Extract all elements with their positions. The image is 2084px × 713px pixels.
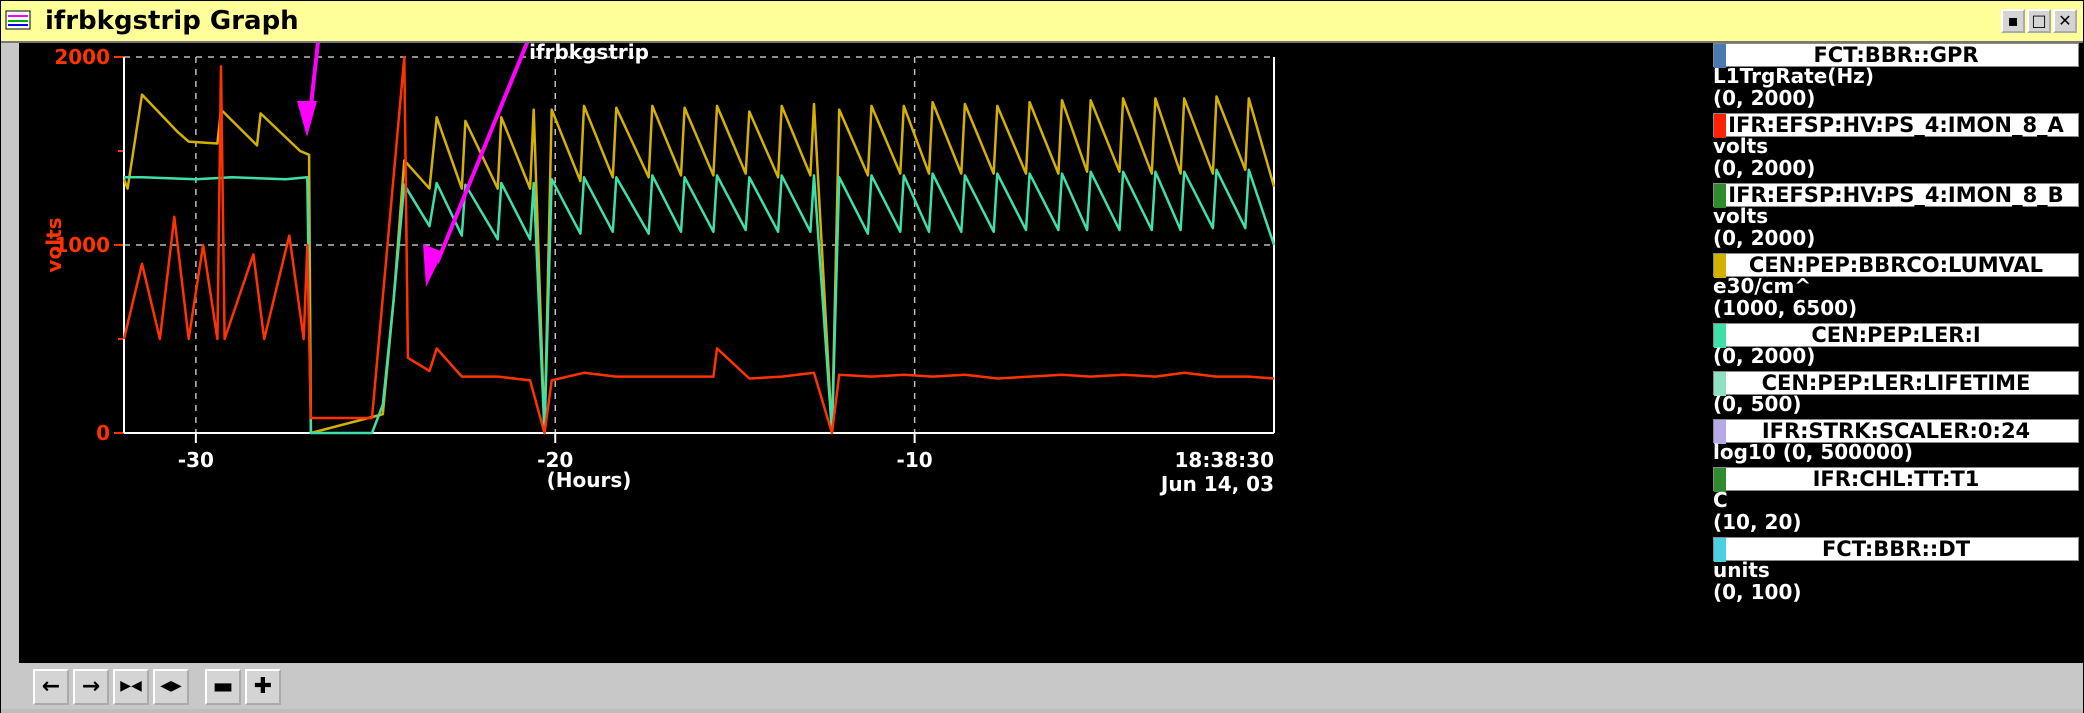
strip-chart-area[interactable]: 0 1000 2000 -30 -20 -10 ifrbkgstrip (Hours) volt…: [19, 43, 2083, 663]
toolbar: ← → ▶◀ ◀▶ ▬ ✚: [19, 665, 2083, 709]
annotation-arrow-2-shaft: [435, 43, 530, 264]
scroll-right-button[interactable]: →: [73, 669, 109, 705]
legend-range: (0, 2000): [1713, 86, 1816, 110]
legend-signal-name: IFR:STRK:SCALER:0:24: [1713, 419, 2079, 444]
chart-title: ifrbkgstrip: [529, 43, 649, 64]
legend-color-swatch: [1714, 44, 1726, 68]
legend-signal-name: IFR:EFSP:HV:PS_4:IMON_8_A: [1713, 113, 2079, 138]
y-tick-label: 0: [96, 421, 110, 445]
legend-range: (0, 500): [1713, 392, 1802, 416]
legend-color-swatch: [1714, 114, 1726, 138]
legend-range: (0, 2000): [1713, 226, 1816, 250]
y-tick-label: 2000: [54, 45, 110, 69]
close-button[interactable]: ✕: [2053, 9, 2077, 33]
legend-units: e30/cm^: [1713, 274, 1812, 298]
scroll-left-button[interactable]: ←: [33, 669, 69, 705]
window-menu-icon[interactable]: [5, 10, 31, 30]
zoom-out-value-button[interactable]: ✚: [245, 669, 281, 705]
x-tick-label: -30: [178, 448, 214, 472]
window-title: ifrbkgstrip Graph: [45, 6, 299, 36]
legend-units: L1TrgRate(Hz): [1713, 64, 1874, 88]
legend-color-swatch: [1714, 372, 1726, 396]
legend-range: (1000, 6500): [1713, 296, 1858, 320]
x-tick-label: -20: [537, 448, 573, 472]
y-axis-label: volts: [42, 217, 66, 272]
legend-color-swatch: [1714, 254, 1726, 278]
legend-range: log10 (0, 500000): [1713, 440, 1913, 464]
legend-signal-name: FCT:BBR::GPR: [1713, 43, 2079, 68]
end-time-label: 18:38:30: [1175, 448, 1275, 472]
series-line: [122, 93, 1276, 435]
strip-chart[interactable]: 0 1000 2000 -30 -20 -10 ifrbkgstrip (Hours) volt…: [19, 43, 1707, 663]
zoom-in-value-button[interactable]: ▬: [205, 669, 241, 705]
legend-color-swatch: [1714, 538, 1726, 562]
legend-units: units: [1713, 558, 1770, 582]
title-bar[interactable]: ifrbkgstrip Graph ▪ □ ✕: [1, 1, 2083, 43]
legend-signal-name: FCT:BBR::DT: [1713, 537, 2079, 562]
zoom-in-time-button[interactable]: ▶◀: [113, 669, 149, 705]
legend-range: (0, 2000): [1713, 156, 1816, 180]
legend-range: (10, 20): [1713, 510, 1802, 534]
annotation-arrow-2-head: [423, 244, 443, 287]
status-bar: [1, 709, 2083, 713]
legend-units: volts: [1713, 204, 1769, 228]
x-tick-label: -10: [897, 448, 933, 472]
legend-color-swatch: [1714, 468, 1726, 492]
minimize-button[interactable]: ▪: [2001, 9, 2025, 33]
y-tick-label: 1000: [54, 233, 110, 257]
legend-color-swatch: [1714, 420, 1726, 444]
legend-signal-name: IFR:EFSP:HV:PS_4:IMON_8_B: [1713, 183, 2079, 208]
legend-range: (0, 100): [1713, 580, 1802, 604]
legend-signal-name: CEN:PEP:LER:I: [1713, 323, 2079, 348]
x-axis-label: (Hours): [547, 468, 632, 492]
maximize-button[interactable]: □: [2027, 9, 2051, 33]
series-line: [122, 55, 1275, 435]
legend-panel: FCT:BBR::GPR L1TrgRate(Hz) (0, 2000) IFR:EF…: [1707, 43, 2083, 663]
legend-range: (0, 2000): [1713, 344, 1816, 368]
legend-signal-name: CEN:PEP:LER:LIFETIME: [1713, 371, 2079, 396]
legend-color-swatch: [1714, 184, 1726, 208]
legend-units: volts: [1713, 134, 1769, 158]
annotation-arrow-1-head: [297, 101, 317, 137]
legend-signal-name: IFR:CHL:TT:T1: [1713, 467, 2079, 492]
legend-color-swatch: [1714, 324, 1726, 348]
series-line: [124, 168, 1276, 435]
legend-units: C: [1713, 488, 1728, 512]
legend-signal-name: CEN:PEP:BBRCO:LUMVAL: [1713, 253, 2079, 278]
zoom-out-time-button[interactable]: ◀▶: [153, 669, 189, 705]
end-date-label: Jun 14, 03: [1159, 472, 1274, 496]
